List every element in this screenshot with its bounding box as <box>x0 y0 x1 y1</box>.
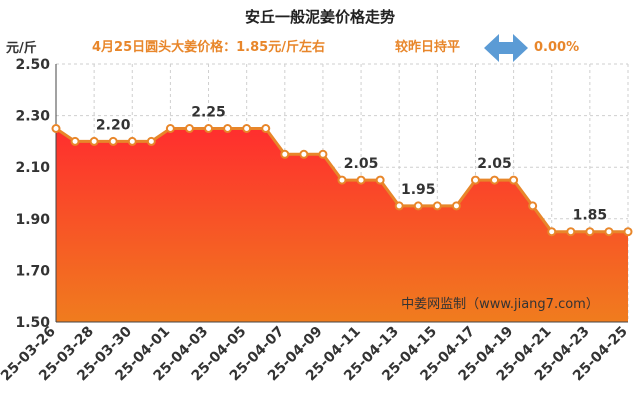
change-percent: 0.00% <box>534 40 579 55</box>
price-note: 4月25日圆头大姜价格：1.85元/斤左右 <box>92 39 325 55</box>
price-area <box>56 128 628 322</box>
data-point <box>223 124 233 133</box>
data-point <box>509 175 519 185</box>
data-point <box>184 124 194 133</box>
data-label: 2.20 <box>96 117 131 133</box>
data-point <box>566 227 576 237</box>
y-axis-unit-label: 元/斤 <box>6 40 37 56</box>
data-point <box>146 136 156 146</box>
y-tick-label: 2.50 <box>15 57 50 73</box>
data-point <box>451 201 461 211</box>
data-label: 1.85 <box>573 208 608 224</box>
data-label: 2.05 <box>344 156 379 172</box>
y-tick-labels: 1.50 1.70 1.90 2.10 2.30 2.50 <box>15 57 50 331</box>
data-point <box>490 175 500 185</box>
data-point <box>547 227 557 237</box>
double-arrow-icon <box>484 34 528 62</box>
data-point <box>432 201 442 211</box>
chart-title: 安丘一般泥姜价格走势 <box>245 8 395 26</box>
price-area-fill <box>56 128 628 322</box>
data-point <box>70 136 80 146</box>
data-point <box>585 227 595 237</box>
watermark: 中姜网监制（www.jiang7.com） <box>401 297 599 312</box>
data-labels: 2.20 2.25 2.05 1.95 2.05 1.85 <box>96 105 607 224</box>
compare-label: 较昨日持平 <box>395 39 460 55</box>
data-point <box>261 124 271 133</box>
data-point <box>337 175 347 185</box>
data-point <box>623 227 633 237</box>
y-tick-label: 1.50 <box>15 315 50 331</box>
data-point <box>89 136 99 146</box>
data-label: 1.95 <box>401 182 436 198</box>
data-point <box>375 175 385 185</box>
x-tick-labels: 25-03-2625-03-2825-03-3025-04-0125-04-03… <box>0 323 631 384</box>
data-point <box>356 175 366 185</box>
data-point <box>127 136 137 146</box>
y-tick-label: 1.90 <box>15 212 50 228</box>
price-markers <box>51 124 633 237</box>
y-tick-label: 1.70 <box>15 263 50 279</box>
data-point <box>394 201 404 211</box>
y-tick-label: 2.10 <box>15 160 50 176</box>
axes <box>55 64 628 323</box>
data-point <box>528 201 538 211</box>
data-point <box>204 124 214 133</box>
y-tick-label: 2.30 <box>15 109 50 125</box>
data-point <box>165 124 175 133</box>
data-point <box>242 124 252 133</box>
data-point <box>51 124 61 133</box>
data-point <box>318 149 328 159</box>
data-point <box>604 227 614 237</box>
data-label: 2.25 <box>191 105 226 121</box>
data-point <box>299 149 309 159</box>
data-point <box>280 149 290 159</box>
data-point <box>108 136 118 146</box>
data-point <box>470 175 480 185</box>
data-point <box>413 201 423 211</box>
data-label: 2.05 <box>477 156 512 172</box>
